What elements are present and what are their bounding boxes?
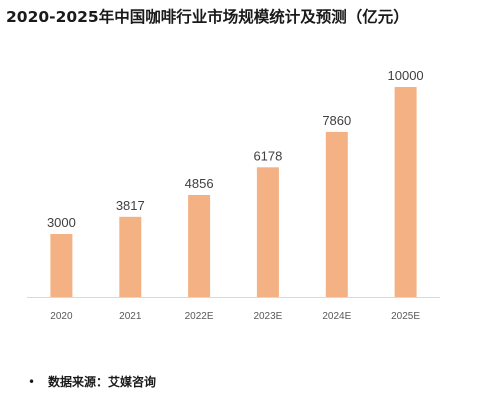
bar-2020: [50, 234, 73, 297]
x-tick-label-2023E: 2023E: [253, 311, 282, 322]
bar-2024E: [325, 131, 348, 297]
x-tick-labels-layer: 2020 2021 2022E 2023E 2024E 2025E: [50, 311, 420, 322]
bar-2023E: [256, 167, 279, 297]
source-text: 数据来源：艾媒咨询: [48, 375, 157, 389]
chart-title: 2020-2025年中国咖啡行业市场规模统计及预测（亿元）: [6, 8, 409, 26]
bullet-icon: •: [28, 375, 36, 389]
bar-2021: [119, 216, 142, 297]
data-label-2024E: 7860: [322, 113, 351, 128]
data-label-2023E: 6178: [253, 148, 282, 163]
x-tick-label-2024E: 2024E: [322, 311, 351, 322]
x-tick-label-2022E: 2022E: [185, 311, 214, 322]
bar-2025E: [394, 87, 417, 297]
x-tick-label-2020: 2020: [50, 311, 73, 322]
source-note: • 数据来源：艾媒咨询: [28, 373, 156, 390]
bar-2022E: [188, 195, 211, 297]
data-label-2025E: 10000: [388, 68, 424, 83]
data-labels-layer: 3000 3817 4856 6178 7860 10000: [47, 68, 424, 230]
bars-layer: [50, 87, 417, 297]
data-label-2021: 3817: [116, 198, 145, 213]
x-tick-label-2021: 2021: [119, 311, 142, 322]
data-label-2022E: 4856: [185, 176, 214, 191]
x-tick-label-2025E: 2025E: [391, 311, 420, 322]
data-label-2020: 3000: [47, 215, 76, 230]
